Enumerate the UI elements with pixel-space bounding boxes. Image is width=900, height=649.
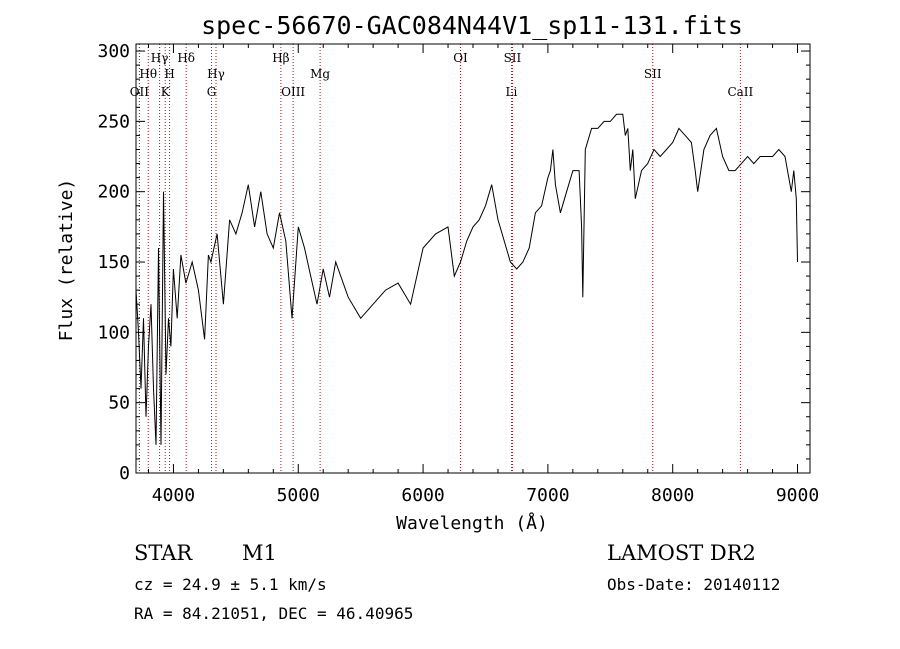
x-tick-label-5: 9000 (776, 485, 819, 506)
y-axis-ticks: 0 50 100 150 200 250 300 (97, 41, 810, 484)
x-tick-label-4: 8000 (651, 485, 694, 506)
y-tick-label-1: 50 (108, 393, 130, 414)
marker-label-14: SII (644, 67, 662, 81)
y-tick-label-5: 250 (97, 111, 130, 132)
plot-frame (135, 43, 811, 474)
marker-label-3: H (164, 67, 174, 81)
marker-label-6: Hγ (207, 67, 225, 81)
y-tick-label-4: 200 (97, 182, 130, 203)
y-tick-label-2: 100 (97, 322, 130, 343)
sky-coordinates: RA = 84.21051, DEC = 46.40965 (134, 604, 413, 623)
marker-label-11: OI (453, 51, 468, 65)
marker-label-13: Li (506, 85, 518, 99)
object-class: STAR (134, 541, 193, 565)
x-axis-ticks: 4000 5000 6000 7000 8000 9000 (147, 44, 819, 506)
y-tick-label-3: 150 (97, 252, 130, 273)
observation-date: Obs-Date: 20140112 (607, 575, 780, 594)
marker-label-0: OII (130, 85, 150, 99)
marker-label-5: Hδ (177, 51, 195, 65)
x-tick-label-3: 7000 (526, 485, 569, 506)
y-tick-label-6: 300 (97, 41, 130, 62)
marker-label-8: Hβ (272, 51, 289, 65)
marker-label-12: SII (504, 51, 522, 65)
x-tick-label-1: 5000 (277, 485, 320, 506)
marker-label-9: OIII (281, 85, 305, 99)
y-axis-label: Flux (relative) (56, 179, 77, 342)
survey-name: LAMOST DR2 (607, 541, 756, 565)
x-tick-label-2: 6000 (401, 485, 444, 506)
spectrum-series-line (135, 113, 798, 445)
x-tick-label-0: 4000 (152, 485, 195, 506)
object-subclass: M1 (242, 541, 277, 565)
y-tick-label-0: 0 (119, 463, 130, 484)
chart-title: spec-56670-GAC084N44V1_sp11-131.fits (201, 11, 743, 40)
marker-label-7: G (207, 85, 217, 99)
marker-label-4: K (161, 85, 171, 99)
marker-label-10: Mg (310, 67, 330, 81)
marker-label-2: Hγ (151, 51, 169, 65)
spectral-line-labels: OII Hθ Hγ HK Hδ Hγ G Hβ OIII Mg OI SII Li SII CaII (130, 51, 754, 99)
marker-label-1: Hθ (139, 67, 157, 81)
marker-label-15: CaII (727, 85, 753, 99)
redshift-velocity: cz = 24.9 ± 5.1 km/s (134, 575, 327, 594)
spectral-line-markers (138, 44, 741, 473)
x-axis-label: Wavelength (Å) (396, 512, 548, 534)
